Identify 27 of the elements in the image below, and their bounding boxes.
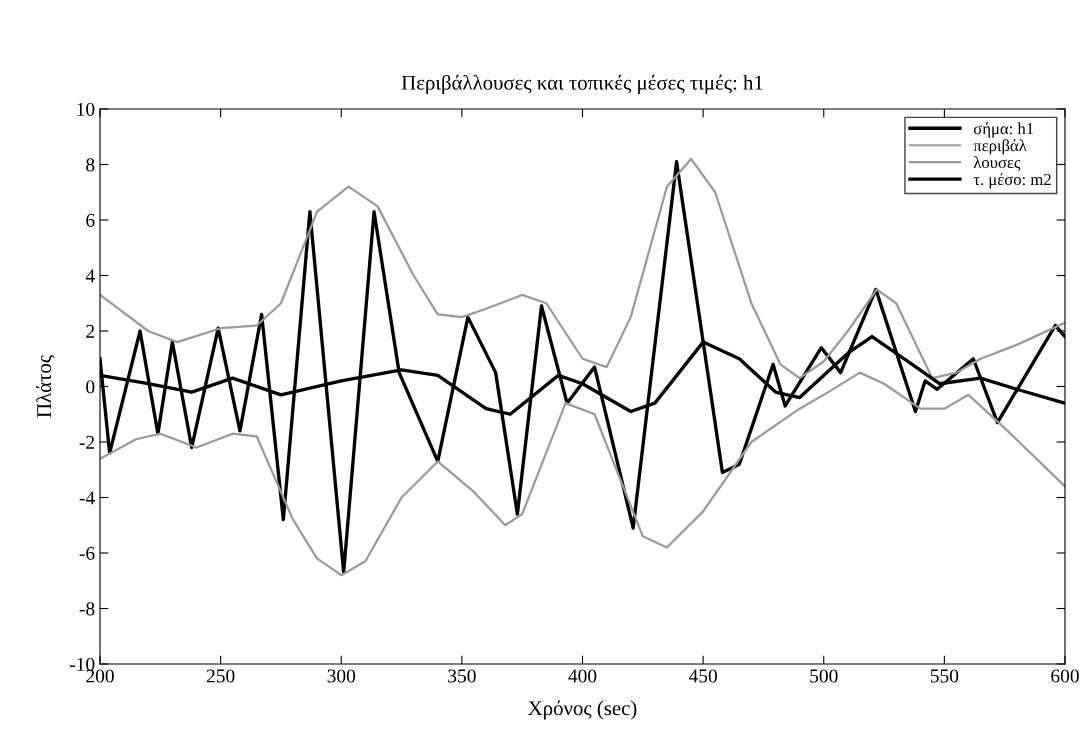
y-tick-label: 6 bbox=[86, 213, 95, 227]
legend-label: περιβάλ bbox=[973, 139, 1027, 155]
y-tick-label: -10 bbox=[69, 657, 95, 671]
x-tick-label: 600 bbox=[1051, 669, 1079, 683]
x-tick-label: 200 bbox=[86, 669, 114, 683]
x-tick-label: 400 bbox=[568, 669, 597, 683]
x-axis-title: Χρόνος (sec) bbox=[528, 700, 637, 720]
y-tick-label: 2 bbox=[86, 324, 95, 338]
x-tick-label: 300 bbox=[327, 669, 356, 683]
x-tick-label: 500 bbox=[810, 669, 838, 683]
y-tick-label: 10 bbox=[77, 102, 95, 116]
x-tick-label: 450 bbox=[688, 669, 717, 683]
y-tick-label: -8 bbox=[79, 602, 95, 616]
y-tick-label: -2 bbox=[79, 435, 95, 449]
legend-label: λουσες bbox=[973, 156, 1021, 171]
legend-label: σήμα: h1 bbox=[973, 122, 1034, 138]
y-tick-label: -6 bbox=[79, 546, 95, 560]
y-tick-label: 4 bbox=[85, 269, 95, 283]
y-axis-title: Πλάτος bbox=[36, 355, 55, 418]
y-tick-label: 8 bbox=[86, 158, 95, 172]
y-tick-label: -4 bbox=[79, 491, 95, 505]
x-tick-label: 250 bbox=[206, 669, 235, 683]
y-tick-label: 0 bbox=[86, 380, 95, 394]
chart-title: Περιβάλλουσες και τοπικές μέσες τιμές: h1 bbox=[401, 74, 763, 95]
x-tick-label: 550 bbox=[930, 669, 959, 683]
x-tick-label: 350 bbox=[448, 669, 476, 683]
legend-label: τ. μέσο: m2 bbox=[973, 173, 1051, 189]
